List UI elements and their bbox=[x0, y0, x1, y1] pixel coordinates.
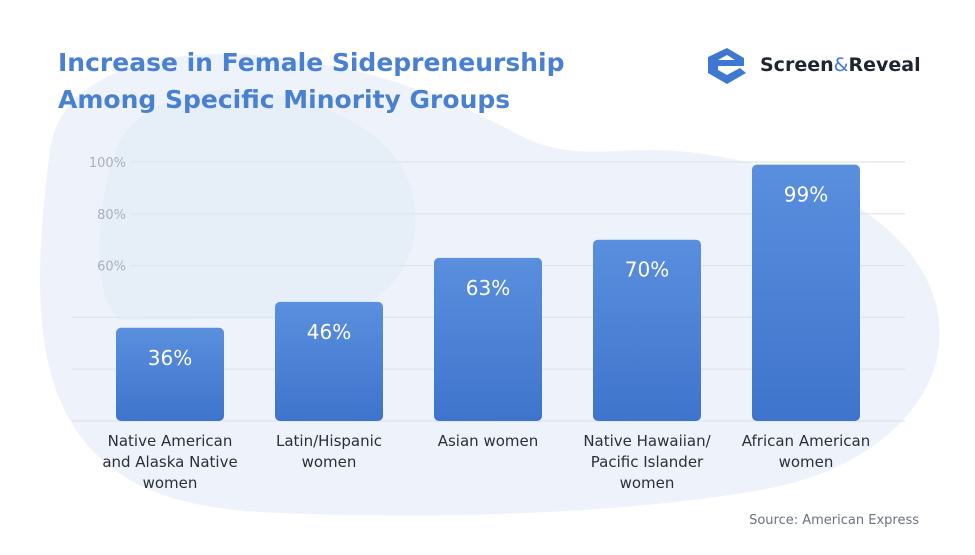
y-tick-label: 100% bbox=[89, 156, 126, 171]
chart-title: Increase in Female Sidepreneurship Among… bbox=[58, 44, 564, 118]
x-category-label-line: women bbox=[619, 474, 675, 492]
x-category-label: Latin/Hispanic women bbox=[249, 431, 409, 473]
brand-logo-block: Screen&Reveal bbox=[704, 45, 921, 85]
bar-value-label: 46% bbox=[307, 320, 351, 344]
y-tick-label: 80% bbox=[97, 208, 126, 223]
bar bbox=[434, 257, 542, 421]
x-category-label: Native Hawaiian/Pacific Islander women bbox=[567, 431, 727, 494]
bar-value-label: 70% bbox=[625, 258, 669, 282]
brand-ampersand: & bbox=[833, 54, 849, 76]
bar-value-label: 63% bbox=[466, 276, 510, 300]
stylized-e-logo-icon bbox=[708, 48, 746, 84]
bar bbox=[275, 301, 383, 421]
bar-value-label: 99% bbox=[784, 183, 828, 207]
x-category-label-line: Native Hawaiian/ bbox=[583, 432, 711, 450]
bar bbox=[593, 239, 701, 421]
x-category-label-line: women bbox=[142, 474, 198, 492]
source-note: Source: American Express bbox=[749, 513, 919, 528]
brand-name-part1: Screen bbox=[760, 54, 834, 76]
x-category-label: African American women bbox=[726, 431, 886, 473]
title-line-2: Among Specific Minority Groups bbox=[58, 85, 511, 114]
title-line-1: Increase in Female Sidepreneurship bbox=[58, 48, 565, 77]
bar-value-label: 36% bbox=[148, 346, 192, 370]
y-tick-label: 60% bbox=[97, 260, 126, 275]
x-category-label-line: African American bbox=[741, 432, 871, 450]
brand-name-part2: Reveal bbox=[848, 54, 921, 76]
brand-name: Screen&Reveal bbox=[760, 54, 921, 76]
x-category-label-line: women bbox=[301, 453, 357, 471]
x-category-label-line: Pacific Islander bbox=[590, 453, 704, 471]
bar bbox=[752, 164, 860, 421]
x-category-label: Asian women bbox=[408, 431, 568, 452]
x-category-label-line: women bbox=[778, 453, 834, 471]
x-category-label-line: and Alaska Native bbox=[102, 453, 238, 471]
x-category-label-line: Native American bbox=[107, 432, 233, 450]
x-category-label-line: Asian women bbox=[437, 432, 539, 450]
x-category-label-line: Latin/Hispanic bbox=[275, 432, 383, 450]
bar bbox=[116, 327, 224, 421]
x-category-label: Native American and Alaska Native women bbox=[90, 431, 250, 494]
